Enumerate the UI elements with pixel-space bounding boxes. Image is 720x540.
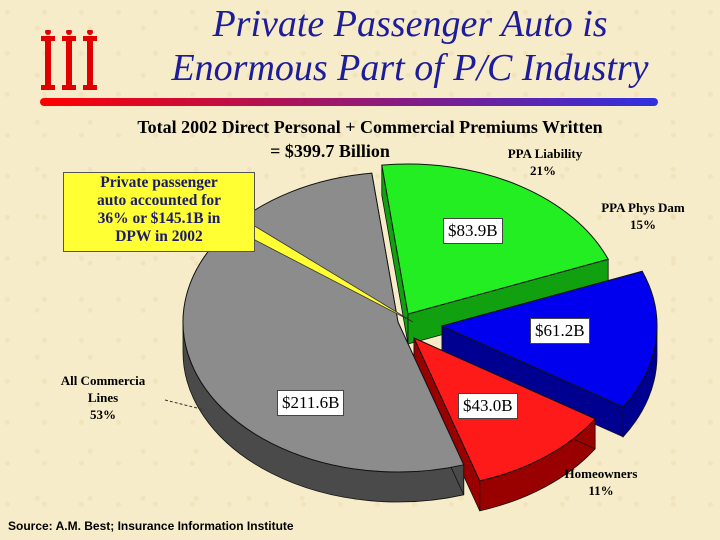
callout-line-4: DPW in 2002 xyxy=(115,228,203,245)
slice-label-2: Homeowners 11% xyxy=(565,466,638,498)
value-label-ppa-phys-dam: $61.2B xyxy=(530,318,590,344)
page-title: Private Passenger Auto is Enormous Part … xyxy=(110,2,710,90)
value-label-homeowners: $43.0B xyxy=(458,393,518,419)
source-note: Source: A.M. Best; Insurance Information… xyxy=(8,519,294,533)
callout-box: Private passenger auto accounted for 36%… xyxy=(63,172,255,252)
slice-label-3: All Commercia Lines 53% xyxy=(61,373,146,422)
chart-title-line-1: Total 2002 Direct Personal + Commercial … xyxy=(137,117,603,137)
iii-logo: iii xyxy=(41,30,97,90)
chart-title: Total 2002 Direct Personal + Commercial … xyxy=(100,115,640,163)
title-line-2: Enormous Part of P/C Industry xyxy=(171,47,649,89)
callout-line-1: Private passenger xyxy=(100,174,218,191)
title-underline xyxy=(40,98,658,106)
value-label-ppa-liability: $83.9B xyxy=(443,218,503,244)
slice-label-0: PPA Liability 21% xyxy=(508,146,583,178)
commercial-leader-line xyxy=(164,399,206,411)
slice-label-1: PPA Phys Dam 15% xyxy=(601,200,685,232)
title-line-1: Private Passenger Auto is xyxy=(212,3,608,45)
chart-title-line-2: = $399.7 Billion xyxy=(270,141,390,161)
callout-line-3: 36% or $145.1B in xyxy=(97,210,221,227)
callout-line-2: auto accounted for xyxy=(97,192,221,209)
value-label-commercial: $211.6B xyxy=(277,390,345,416)
